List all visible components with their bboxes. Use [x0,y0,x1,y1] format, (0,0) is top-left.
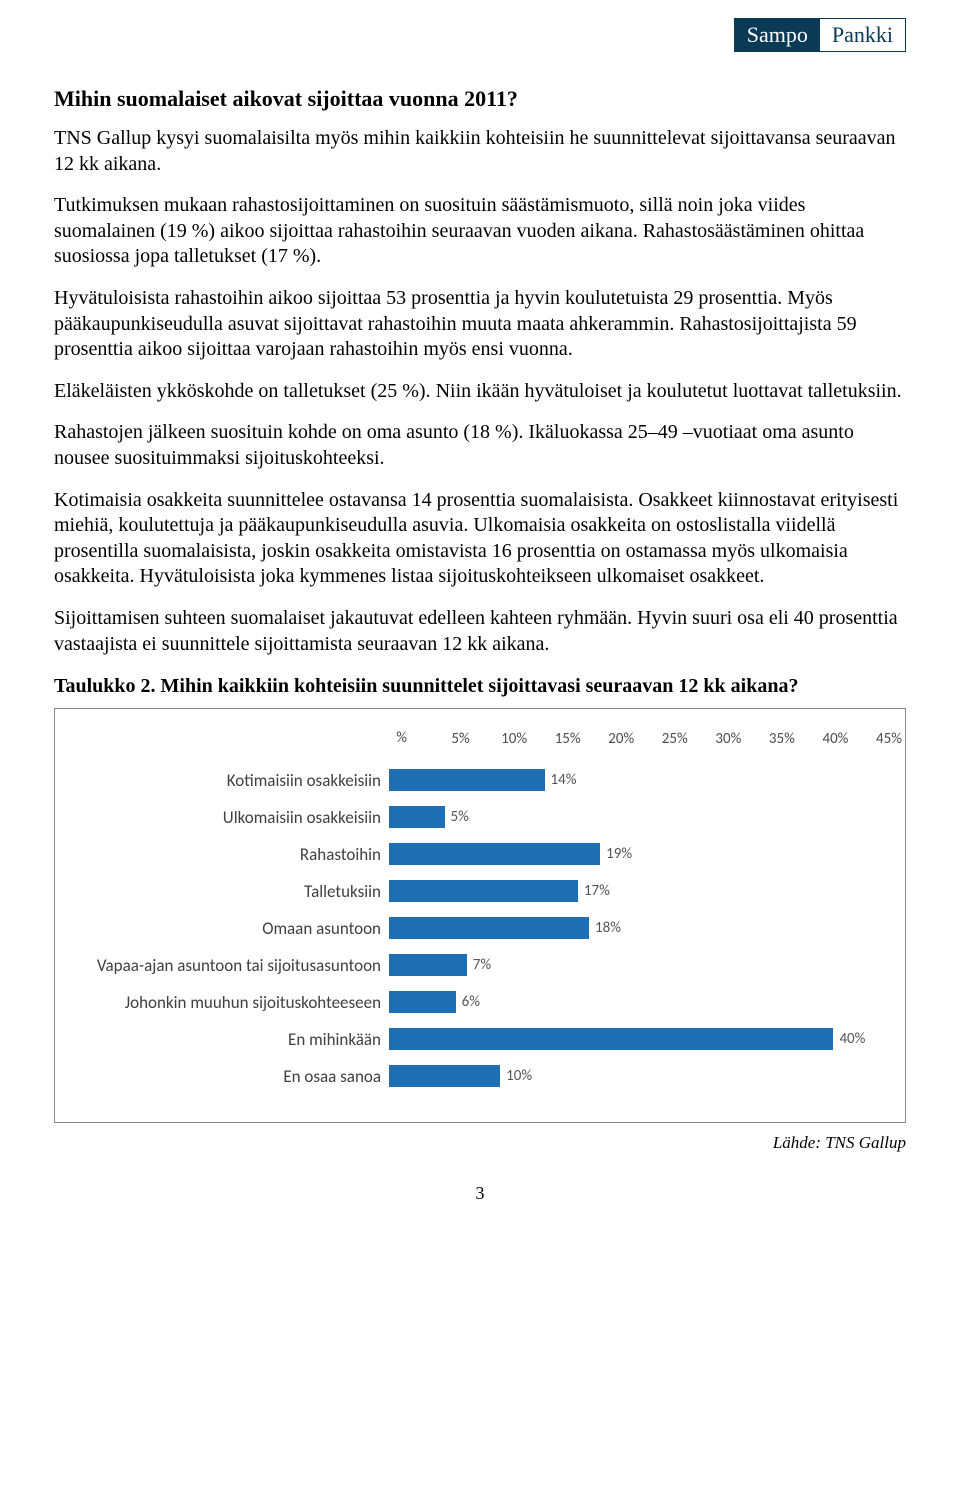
paragraph-1: TNS Gallup kysyi suomalaisilta myös mihi… [54,126,906,177]
brand-logo-right: Pankki [820,19,905,51]
bar-row: Omaan asuntoon18% [389,913,889,943]
bar-label: En osaa sanoa [69,1066,389,1087]
bar-value: 19% [600,843,632,865]
bar-fill [389,806,445,828]
bar-fill [389,1028,833,1050]
bar-fill [389,769,545,791]
chart-bars: Kotimaisiin osakkeisiin14% Ulkomaisiin os… [389,765,889,1091]
bar-row: Vapaa-ajan asuntoon tai sijoitusasuntoon… [389,950,889,980]
bar-value: 7% [467,954,491,976]
axis-tick: 40% [822,730,848,748]
chart-source: Lähde: TNS Gallup [54,1133,906,1153]
paragraph-7: Sijoittamisen suhteen suomalaiset jakaut… [54,606,906,657]
bar-value: 10% [500,1065,532,1087]
bar-row: En osaa sanoa10% [389,1061,889,1091]
bar-track: 5% [389,806,889,828]
axis-tick: 10% [501,730,527,748]
bar-row: En mihinkään40% [389,1024,889,1054]
bar-value: 18% [589,917,621,939]
bar-label: Talletuksiin [69,881,389,902]
bar-track: 6% [389,991,889,1013]
bar-label: Omaan asuntoon [69,918,389,939]
bar-row: Kotimaisiin osakkeisiin14% [389,765,889,795]
bar-value: 6% [456,991,480,1013]
bar-label: Kotimaisiin osakkeisiin [69,770,389,791]
bar-track: 19% [389,843,889,865]
bar-track: 17% [389,880,889,902]
axis-tick: 15% [555,730,581,748]
axis-symbol: % [389,729,407,747]
bar-track: 7% [389,954,889,976]
chart-plot-area: % 5%10%15%20%25%30%35%40%45% Kotimaisiin… [389,729,889,1091]
bar-chart: % 5% 10% 15% 20% 25% 30% 35% 40% 45% Kotimaisiin… [54,708,906,1123]
bar-track: 10% [389,1065,889,1087]
axis-tick: 35% [769,730,795,748]
page-content: Mihin suomalaiset aikovat sijoittaa vuon… [0,86,960,1244]
bar-row: Johonkin muuhun sijoituskohteeseen6% [389,987,889,1017]
bar-track: 40% [389,1028,889,1050]
bar-track: 14% [389,769,889,791]
header-logo-wrap: Sampo Pankki [0,0,960,62]
bar-fill [389,880,578,902]
bar-fill [389,917,589,939]
axis-tick: 25% [662,730,688,748]
paragraph-3: Hyvätuloisista rahastoihin aikoo sijoitt… [54,286,906,363]
bar-fill [389,954,467,976]
bar-value: 17% [578,880,610,902]
axis-tick: 30% [715,730,741,748]
bar-value: 14% [545,769,577,791]
section-heading: Mihin suomalaiset aikovat sijoittaa vuon… [54,86,906,112]
paragraph-5: Rahastojen jälkeen suosituin kohde on om… [54,420,906,471]
chart-x-axis: % 5%10%15%20%25%30%35%40%45% [389,729,889,747]
axis-tick: 5% [451,730,469,748]
bar-label: Ulkomaisiin osakkeisiin [69,807,389,828]
paragraph-6: Kotimaisia osakkeita suunnittelee ostava… [54,488,906,590]
bar-row: Talletuksiin17% [389,876,889,906]
axis-ticks: 5%10%15%20%25%30%35%40%45% [407,730,889,746]
axis-tick: 45% [876,730,902,748]
bar-track: 18% [389,917,889,939]
bar-fill [389,991,456,1013]
bar-label: Vapaa-ajan asuntoon tai sijoitusasuntoon [69,955,389,976]
bar-label: Rahastoihin [69,844,389,865]
axis-tick: 20% [608,730,634,748]
table-caption: Taulukko 2. Mihin kaikkiin kohteisiin su… [54,675,906,698]
bar-row: Rahastoihin19% [389,839,889,869]
bar-fill [389,1065,500,1087]
bar-fill [389,843,600,865]
paragraph-2: Tutkimuksen mukaan rahastosijoittaminen … [54,193,906,270]
brand-logo: Sampo Pankki [734,18,906,52]
page-number: 3 [54,1183,906,1204]
bar-value: 40% [833,1028,865,1050]
bar-label: En mihinkään [69,1029,389,1050]
bar-value: 5% [445,806,469,828]
paragraph-4: Eläkeläisten ykköskohde on talletukset (… [54,379,906,405]
bar-label: Johonkin muuhun sijoituskohteeseen [69,992,389,1013]
bar-row: Ulkomaisiin osakkeisiin5% [389,802,889,832]
brand-logo-left: Sampo [735,19,820,51]
